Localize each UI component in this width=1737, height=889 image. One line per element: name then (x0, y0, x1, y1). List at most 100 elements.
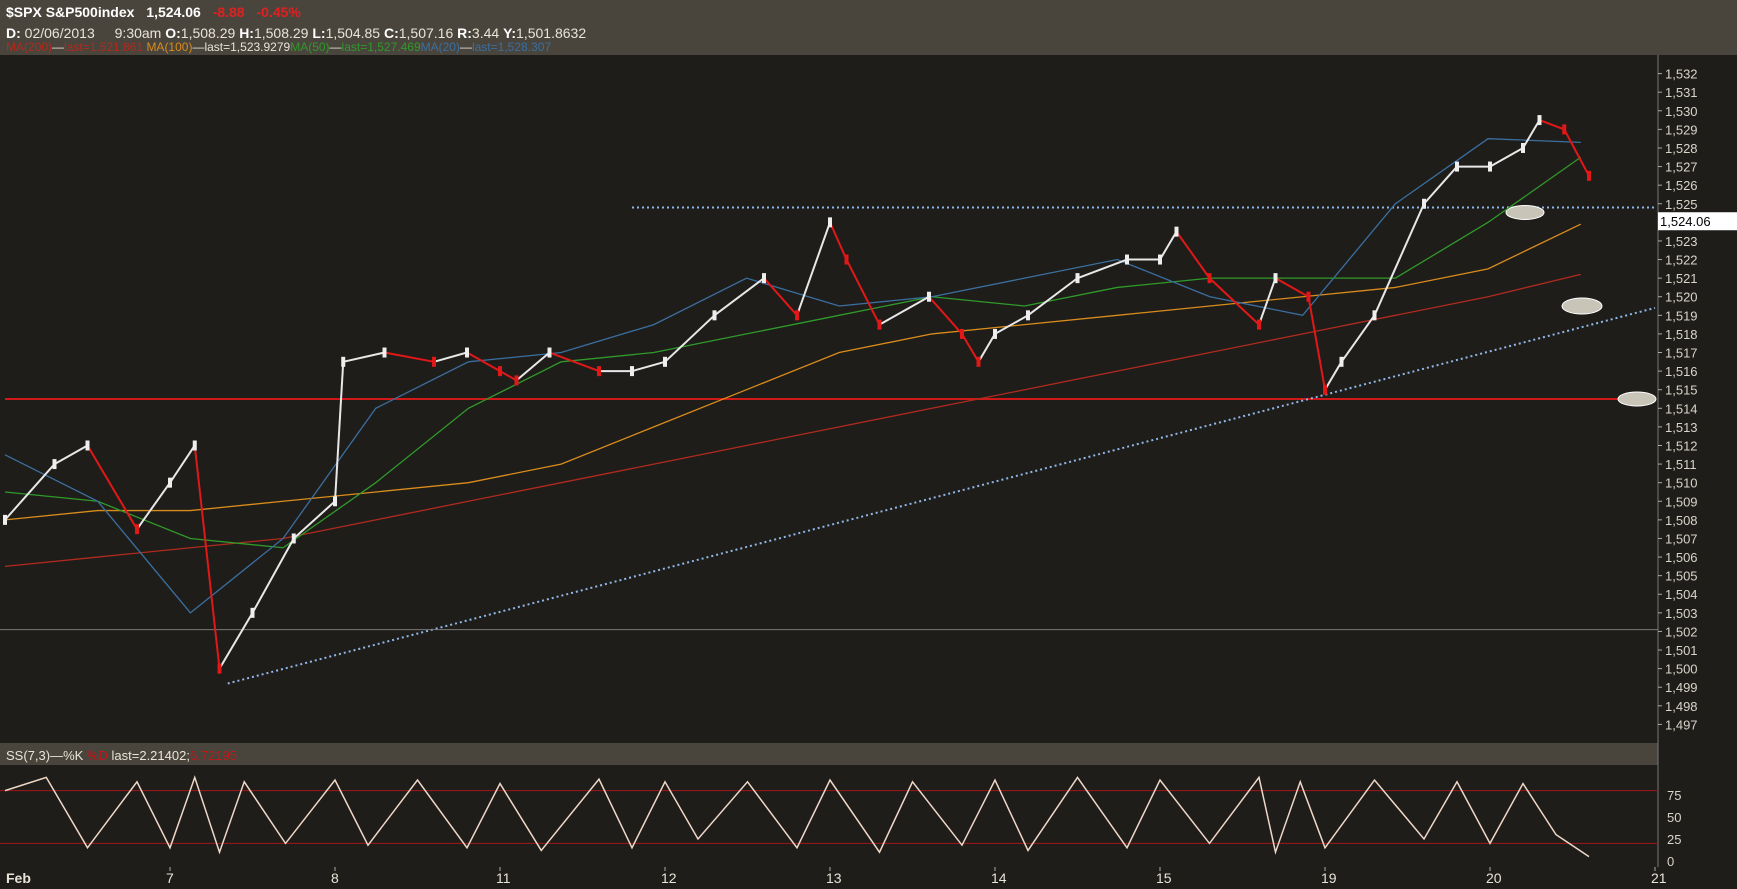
last-price-tag-label: 1,524.06 (1660, 214, 1711, 229)
ma50-last: last=1,527.469 (341, 40, 421, 54)
date-value: 02/06/2013 (24, 25, 95, 41)
price-tick-label: 1,532 (1665, 67, 1698, 82)
price-change-pct: -0.45% (256, 4, 301, 20)
price-point (382, 347, 387, 358)
price-point (135, 524, 139, 535)
support-handle (1617, 391, 1657, 407)
price-segment (763, 277, 798, 316)
price-tick-label: 1,527 (1665, 160, 1698, 175)
price-segment (961, 333, 980, 363)
price-point (630, 366, 634, 377)
price-tick-label: 1,501 (1665, 643, 1698, 658)
price-tick-label: 1,509 (1665, 494, 1698, 509)
time-value: 9:30am (114, 25, 162, 41)
oscillator-name: SS(7,3) (6, 748, 51, 763)
oscillator-d-label: %D (86, 748, 108, 763)
price-segment (1208, 277, 1260, 326)
x-tick-label: 13 (826, 870, 842, 886)
price-tick-label: 1,504 (1665, 587, 1698, 602)
oscillator-tick-label: 75 (1667, 788, 1681, 803)
ma20-last: last=1,528.307 (471, 40, 552, 54)
price-point (1562, 124, 1567, 135)
x-tick-label: Feb (6, 870, 31, 886)
price-tick-label: 1,529 (1665, 122, 1698, 137)
price-point (168, 477, 172, 488)
title-row: $SPX S&P500index 1,524.06 -8.88 -0.45% (6, 4, 301, 20)
price-point (1075, 273, 1080, 284)
price-point (1455, 161, 1459, 172)
price-point (1125, 254, 1129, 265)
price-segment (713, 277, 765, 317)
price-segment (54, 444, 88, 465)
price-point (712, 310, 717, 321)
price-segment (1489, 147, 1524, 168)
high-label: H: (239, 25, 254, 41)
price-tick-label: 1,522 (1665, 253, 1698, 268)
price-segment (218, 612, 254, 670)
oscillator-tick-label: 25 (1667, 832, 1681, 847)
ma-line-ma50 (4, 156, 1582, 549)
price-segment (1563, 128, 1590, 177)
y-label: Y: (503, 25, 517, 41)
ma50-name: MA(50) (290, 40, 330, 54)
price-tick-label: 1,517 (1665, 346, 1698, 361)
price-point (1339, 356, 1344, 367)
price-axis-bg (1658, 55, 1737, 867)
price-tick-label: 1,520 (1665, 290, 1698, 305)
price-point (341, 356, 346, 367)
price-point (844, 254, 849, 265)
price-point (250, 607, 255, 618)
x-tick-label: 12 (661, 870, 677, 886)
price-segment (1027, 277, 1079, 317)
price-tick-label: 1,513 (1665, 420, 1698, 435)
price-point (1273, 273, 1278, 284)
oscillator-header: SS(7,3)—%K %D last=2.21402;6.72195 (6, 748, 237, 763)
close-value: 1,507.16 (398, 25, 454, 41)
price-point (333, 496, 337, 507)
price-segment (879, 295, 930, 326)
price-point (1488, 161, 1492, 172)
ma20-name: MA(20) (420, 40, 460, 54)
price-point (547, 347, 552, 358)
ma100-name: MA(100) (146, 40, 193, 54)
ma100-last: last=1,523.9279 (204, 40, 291, 54)
x-tick-label: 8 (331, 870, 339, 886)
open-label: O: (165, 25, 181, 41)
oscillator-last2: 6.72195 (189, 748, 237, 763)
ohlc-row: D: 02/06/2013 9:30am O:1,508.29 H:1,508.… (6, 25, 586, 41)
range-label: R: (457, 25, 472, 41)
x-tick-label: 21 (1651, 870, 1667, 886)
price-segment (4, 463, 56, 521)
price-point (960, 328, 964, 339)
oscillator-k-line (4, 775, 1590, 858)
price-tick-label: 1,523 (1665, 234, 1698, 249)
price-segment (384, 351, 435, 363)
price-segment (193, 445, 221, 669)
price-tick-label: 1,515 (1665, 383, 1698, 398)
price-segment (549, 351, 600, 373)
price-tick-label: 1,512 (1665, 438, 1698, 453)
price-point (192, 440, 197, 451)
price-tick-label: 1,528 (1665, 141, 1698, 156)
oscillator-last: last=2.21402; (111, 748, 190, 763)
price-point (1323, 384, 1327, 395)
price-tick-label: 1,518 (1665, 327, 1698, 342)
price-segment (1539, 119, 1565, 131)
price-tick-label: 1,500 (1665, 662, 1698, 677)
price-segment (1258, 277, 1277, 325)
price-segment (796, 222, 831, 316)
price-segment (334, 361, 345, 502)
price-point (828, 217, 832, 228)
price-point (432, 356, 436, 367)
price-tick-label: 1,516 (1665, 364, 1698, 379)
price-point (1158, 254, 1162, 265)
chart-header: $SPX S&P500index 1,524.06 -8.88 -0.45% D… (0, 0, 1737, 55)
oscillator-tick-label: 50 (1667, 810, 1681, 825)
price-segment (86, 444, 138, 530)
x-tick-label: 11 (496, 870, 511, 886)
price-segment (1175, 231, 1211, 279)
price-tick-label: 1,503 (1665, 606, 1698, 621)
x-tick-label: 20 (1486, 870, 1502, 886)
price-segment (136, 482, 171, 530)
